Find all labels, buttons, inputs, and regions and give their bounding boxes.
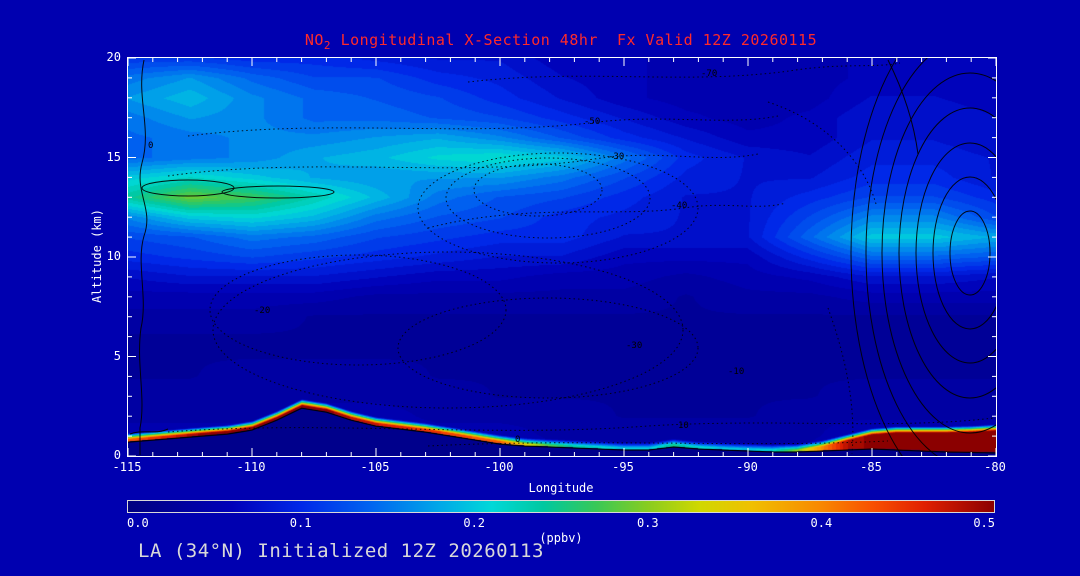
plot-area: 0 -70 -50 -30 -40 -20 -30 -10 10 0 xyxy=(127,57,997,457)
title-text: Longitudinal X-Section 48hr Fx Valid 12Z… xyxy=(331,31,818,49)
x-tick-label: -100 xyxy=(484,460,514,474)
init-caption: LA (34°N) Initialized 12Z 20260113 xyxy=(138,540,544,562)
colorbar xyxy=(127,500,995,513)
title-subscript: 2 xyxy=(323,39,332,52)
filled-contour-field xyxy=(128,58,996,456)
colorbar-tick-label: 0.1 xyxy=(289,516,312,530)
chart-title: NO2 Longitudinal X-Section 48hr Fx Valid… xyxy=(127,31,995,52)
x-axis-label: Longitude xyxy=(528,481,594,495)
y-tick-label: 10 xyxy=(106,249,121,263)
x-tick-label: -105 xyxy=(360,460,390,474)
colorbar-tick-label: 0.5 xyxy=(973,516,995,530)
title-prefix: NO xyxy=(304,31,324,49)
x-tick-label: -85 xyxy=(860,460,882,474)
x-tick-label: -115 xyxy=(112,460,142,474)
colorbar-tick-label: 0.3 xyxy=(636,516,659,530)
colorbar-tick-label: 0.0 xyxy=(127,516,149,530)
x-tick-label: -90 xyxy=(736,460,758,474)
colorbar-tick-label: 0.2 xyxy=(463,516,486,530)
colorbar-units-label: (ppbv) xyxy=(539,531,583,545)
colorbar-tick-label: 0.4 xyxy=(810,516,833,530)
y-tick-label: 15 xyxy=(106,149,121,164)
y-tick-label: 5 xyxy=(113,348,121,363)
x-tick-label: -95 xyxy=(612,460,634,474)
y-tick-label: 20 xyxy=(106,50,121,64)
x-tick-label: -110 xyxy=(236,460,266,474)
x-tick-label: -80 xyxy=(984,460,1006,474)
y-tick-label: 0 xyxy=(113,448,121,462)
